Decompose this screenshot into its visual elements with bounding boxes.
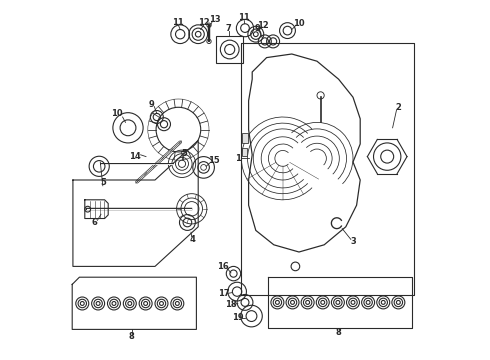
Text: 9: 9 [255,24,261,33]
Text: 15: 15 [209,156,221,165]
Text: 7: 7 [226,24,232,33]
Bar [216,36,243,63]
Text: 12: 12 [198,18,210,27]
Text: 18: 18 [225,300,236,309]
Bar [243,148,247,156]
Text: 4: 4 [190,235,196,244]
Text: 2: 2 [395,104,401,112]
Text: 11: 11 [239,13,250,22]
Text: 8: 8 [129,332,134,341]
Text: 11: 11 [172,18,184,27]
Text: 19: 19 [232,313,244,322]
Bar [243,133,248,143]
Text: 9: 9 [148,100,154,109]
Text: 16: 16 [218,262,229,271]
Text: 6: 6 [92,217,98,227]
Text: 17: 17 [218,289,229,298]
Text: 13: 13 [209,15,220,24]
Text: 8: 8 [336,328,342,337]
Text: 10: 10 [293,19,305,28]
Text: 12: 12 [257,21,269,30]
Text: 3: 3 [350,237,356,246]
Text: 14: 14 [129,152,141,161]
Text: 1: 1 [235,154,241,163]
Text: 5: 5 [182,149,188,158]
Text: 10: 10 [111,109,123,118]
Text: 5: 5 [100,178,106,187]
